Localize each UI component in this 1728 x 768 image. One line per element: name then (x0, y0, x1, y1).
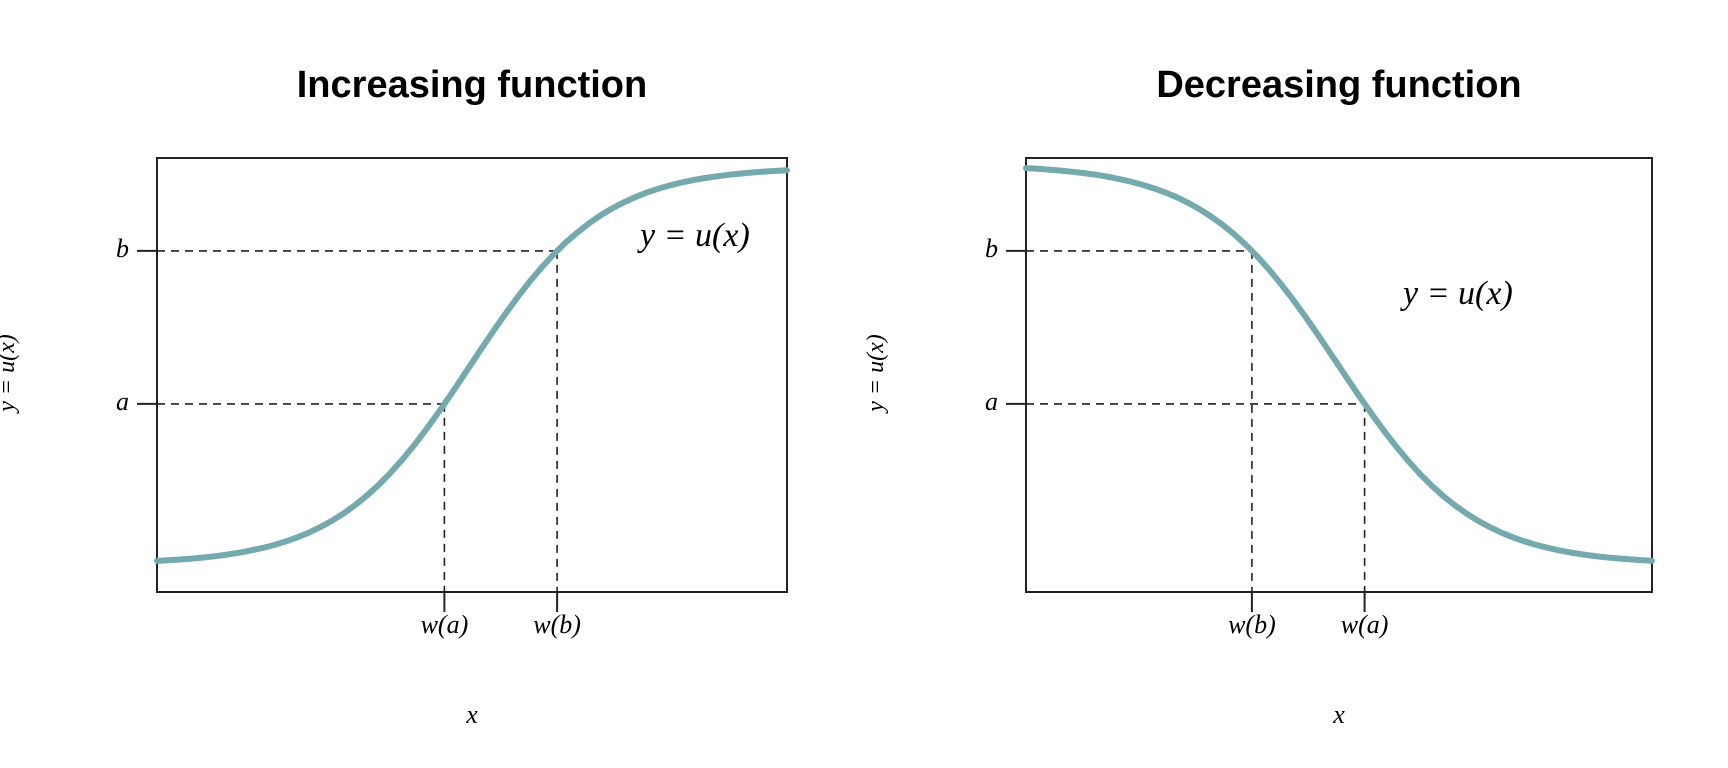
svg-text:w(b): w(b) (1228, 610, 1276, 639)
svg-text:w(a): w(a) (1341, 610, 1389, 639)
svg-text:w(a): w(a) (421, 610, 469, 639)
svg-text:w(b): w(b) (533, 610, 581, 639)
svg-text:y = u(x): y = u(x) (1400, 275, 1513, 312)
svg-text:y = u(x): y = u(x) (637, 217, 750, 254)
svg-text:a: a (985, 387, 998, 416)
svg-text:b: b (116, 234, 129, 263)
svg-text:b: b (985, 234, 998, 263)
svg-text:a: a (116, 387, 129, 416)
